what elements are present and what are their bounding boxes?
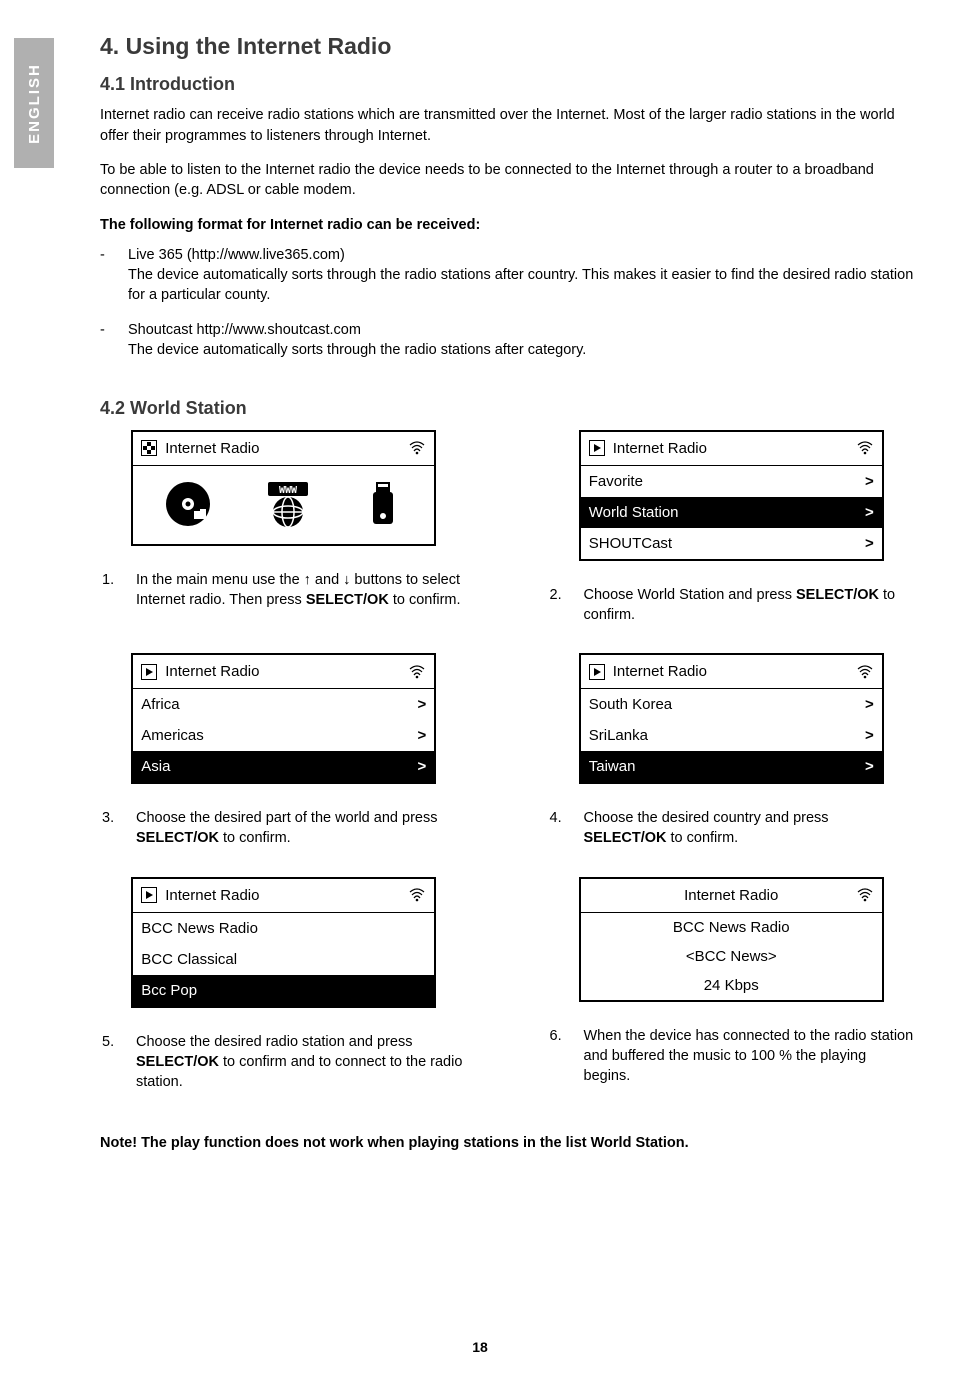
step-number: 3. — [102, 808, 124, 849]
screen-stations: Internet Radio BCC News Radio BCC Classi… — [131, 877, 436, 1008]
chevron-right-icon: > — [865, 502, 874, 523]
menu-row-bcc-classical: BCC Classical — [133, 944, 434, 975]
menu-row-asia: Asia> — [133, 751, 434, 782]
language-tab-label: ENGLISH — [24, 63, 45, 144]
step-6: 6. When the device has connected to the … — [548, 1026, 916, 1087]
chevron-right-icon: > — [417, 725, 426, 746]
subsection-intro-title: 4.1 Introduction — [100, 72, 915, 97]
dash-bullet: - — [100, 320, 128, 361]
note-text: Note! The play function does not work wh… — [100, 1133, 915, 1153]
play-square-icon — [141, 664, 157, 680]
cd-icon — [164, 480, 212, 528]
screen-main-menu: Internet Radio WWW — [131, 430, 436, 546]
menu-row-world-station: World Station> — [581, 497, 882, 528]
menu-row-srilanka: SriLanka> — [581, 720, 882, 751]
now-playing-track: <BCC News> — [581, 942, 882, 971]
screen-now-playing: Internet Radio BCC News Radio <BCC News>… — [579, 877, 884, 1002]
menu-icon-row: WWW — [133, 466, 434, 544]
usb-drive-icon — [363, 480, 403, 528]
screen-header: Internet Radio — [581, 655, 882, 689]
play-square-icon — [589, 664, 605, 680]
format-item-line1: Shoutcast http://www.shoutcast.com — [128, 322, 361, 338]
screen-title: Internet Radio — [165, 661, 259, 682]
dash-bullet: - — [100, 245, 128, 306]
chevron-right-icon: > — [865, 533, 874, 554]
page-number: 18 — [0, 1338, 960, 1358]
screen-header: Internet Radio — [581, 432, 882, 466]
step-number: 2. — [550, 585, 572, 626]
step-text: Choose the desired radio station and pre… — [136, 1032, 468, 1093]
section-title: 4. Using the Internet Radio — [100, 30, 915, 62]
menu-row-south-korea: South Korea> — [581, 689, 882, 720]
globe-www-icon: WWW — [254, 480, 322, 528]
screen-title: Internet Radio — [684, 885, 778, 906]
chevron-right-icon: > — [865, 725, 874, 746]
screen-header: Internet Radio — [133, 655, 434, 689]
screen-header: Internet Radio — [133, 879, 434, 913]
step-1: 1. In the main menu use the ↑ and ↓ butt… — [100, 570, 468, 611]
wifi-icon — [856, 441, 874, 455]
screen-regions: Internet Radio Africa> Americas> Asia> — [131, 653, 436, 784]
screen-countries: Internet Radio South Korea> SriLanka> Ta… — [579, 653, 884, 784]
chevron-right-icon: > — [865, 694, 874, 715]
intro-paragraph-2: To be able to listen to the Internet rad… — [100, 160, 915, 201]
chevron-right-icon: > — [865, 756, 874, 777]
screen-header: Internet Radio — [581, 879, 882, 912]
screen-top-menu: Internet Radio Favorite> World Station> … — [579, 430, 884, 561]
now-playing-bitrate: 24 Kbps — [581, 971, 882, 1000]
step-text: Choose World Station and press SELECT/OK… — [584, 585, 916, 626]
svg-text:WWW: WWW — [279, 485, 298, 496]
wifi-icon — [856, 665, 874, 679]
step-number: 6. — [550, 1026, 572, 1087]
screen-title: Internet Radio — [613, 438, 707, 459]
step-number: 5. — [102, 1032, 124, 1093]
format-item: - Shoutcast http://www.shoutcast.com The… — [100, 320, 915, 361]
format-item-line2: The device automatically sorts through t… — [128, 342, 586, 358]
step-text: Choose the desired country and press SEL… — [584, 808, 916, 849]
menu-row-bcc-pop: Bcc Pop — [133, 975, 434, 1006]
step-number: 1. — [102, 570, 124, 611]
step-number: 4. — [550, 808, 572, 849]
step-text: When the device has connected to the rad… — [584, 1026, 916, 1087]
menu-row-shoutcast: SHOUTCast> — [581, 528, 882, 559]
format-list: - Live 365 (http://www.live365.com) The … — [100, 245, 915, 360]
format-item: - Live 365 (http://www.live365.com) The … — [100, 245, 915, 306]
dpad-icon — [141, 440, 157, 456]
menu-row-bcc-news: BCC News Radio — [133, 913, 434, 944]
chevron-right-icon: > — [417, 756, 426, 777]
step-text: Choose the desired part of the world and… — [136, 808, 468, 849]
step-5: 5. Choose the desired radio station and … — [100, 1032, 468, 1093]
format-heading: The following format for Internet radio … — [100, 215, 915, 235]
format-item-content: Shoutcast http://www.shoutcast.com The d… — [128, 320, 915, 361]
wifi-icon — [408, 441, 426, 455]
step-3: 3. Choose the desired part of the world … — [100, 808, 468, 849]
menu-row-favorite: Favorite> — [581, 466, 882, 497]
menu-row-americas: Americas> — [133, 720, 434, 751]
chevron-right-icon: > — [417, 694, 426, 715]
step-text: In the main menu use the ↑ and ↓ buttons… — [136, 570, 468, 611]
step-4: 4. Choose the desired country and press … — [548, 808, 916, 849]
menu-row-taiwan: Taiwan> — [581, 751, 882, 782]
step-2: 2. Choose World Station and press SELECT… — [548, 585, 916, 626]
screen-header: Internet Radio — [133, 432, 434, 466]
menu-row-africa: Africa> — [133, 689, 434, 720]
subsection-world-title: 4.2 World Station — [100, 396, 915, 421]
wifi-icon — [408, 888, 426, 902]
intro-paragraph-1: Internet radio can receive radio station… — [100, 105, 915, 146]
screen-title: Internet Radio — [613, 661, 707, 682]
play-square-icon — [589, 440, 605, 456]
wifi-icon — [408, 665, 426, 679]
format-item-line1: Live 365 (http://www.live365.com) — [128, 247, 345, 263]
language-tab: ENGLISH — [14, 38, 54, 168]
chevron-right-icon: > — [865, 471, 874, 492]
screen-title: Internet Radio — [165, 438, 259, 459]
format-item-content: Live 365 (http://www.live365.com) The de… — [128, 245, 915, 306]
play-square-icon — [141, 887, 157, 903]
now-playing-station: BCC News Radio — [581, 913, 882, 942]
screen-title: Internet Radio — [165, 885, 259, 906]
format-item-line2: The device automatically sorts through t… — [128, 267, 913, 303]
wifi-icon — [856, 888, 874, 902]
